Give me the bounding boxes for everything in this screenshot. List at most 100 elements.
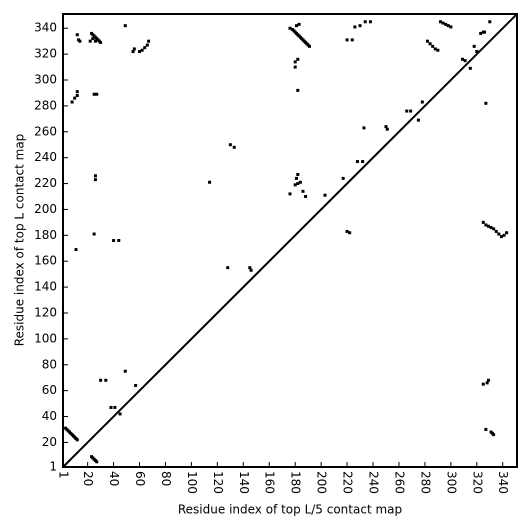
contact-point xyxy=(468,66,472,70)
y-tick-label: 40 xyxy=(42,409,57,423)
x-tick-label: 20 xyxy=(81,471,95,486)
contact-point xyxy=(112,239,116,242)
y-tick-label: 240 xyxy=(34,150,57,164)
contact-point xyxy=(145,43,149,47)
contact-point xyxy=(441,21,445,25)
x-tick-label: 1 xyxy=(57,471,71,479)
x-tick-label: 180 xyxy=(289,471,303,494)
contact-point xyxy=(143,46,147,50)
contact-point xyxy=(297,22,301,26)
x-tick-label: 160 xyxy=(263,471,277,494)
contact-point xyxy=(294,24,298,28)
contact-point xyxy=(92,232,96,236)
contact-point xyxy=(362,126,366,130)
contact-point xyxy=(73,96,77,100)
contact-point xyxy=(226,266,230,270)
x-tick-label: 260 xyxy=(392,471,406,494)
x-tick-label: 140 xyxy=(237,471,251,494)
contact-point xyxy=(499,235,503,239)
contact-point xyxy=(99,40,103,44)
contact-point xyxy=(294,176,298,180)
contact-point xyxy=(134,383,138,387)
x-tick-label: 200 xyxy=(315,471,329,494)
y-tick-label: 1 xyxy=(49,460,57,474)
contact-point xyxy=(117,239,121,242)
y-tick-label: 320 xyxy=(34,47,57,61)
contact-point xyxy=(138,50,142,54)
contact-point xyxy=(93,174,97,178)
contact-point xyxy=(416,118,420,122)
y-tick-label: 300 xyxy=(34,73,57,87)
contact-point xyxy=(248,266,252,270)
contact-point xyxy=(288,192,292,196)
contact-point xyxy=(75,90,79,94)
contact-point xyxy=(293,65,297,69)
contact-point xyxy=(353,25,357,29)
x-tick-label: 340 xyxy=(496,471,510,494)
contact-point xyxy=(298,180,302,184)
contact-point xyxy=(488,20,492,24)
contact-point xyxy=(461,57,465,61)
contact-point xyxy=(438,20,442,24)
contact-point xyxy=(93,39,97,43)
contact-point xyxy=(301,189,305,193)
contact-point xyxy=(228,143,232,147)
contact-point xyxy=(492,227,496,231)
y-tick-label: 280 xyxy=(34,98,57,112)
contact-point xyxy=(345,229,349,233)
contact-point xyxy=(505,231,509,235)
y-tick-label: 20 xyxy=(42,435,57,449)
contact-point xyxy=(75,94,79,98)
contact-point xyxy=(132,47,136,51)
contact-point xyxy=(449,25,453,29)
x-tick-label: 100 xyxy=(185,471,199,494)
contact-point xyxy=(481,220,485,224)
y-tick-label: 80 xyxy=(42,357,57,371)
contact-point xyxy=(497,232,501,236)
contact-point xyxy=(436,48,440,52)
x-tick-label: 40 xyxy=(107,471,121,486)
diagonal xyxy=(62,13,518,468)
contact-point xyxy=(323,193,327,197)
contact-point xyxy=(296,57,300,61)
contact-point xyxy=(433,47,437,51)
contact-point xyxy=(232,145,236,149)
contact-point xyxy=(486,224,490,228)
contact-point xyxy=(483,30,487,34)
contact-point xyxy=(463,59,467,63)
y-tick-label: 260 xyxy=(34,124,57,138)
contact-point xyxy=(431,44,435,48)
contact-point xyxy=(293,60,297,64)
contact-point xyxy=(358,24,362,28)
x-tick-label: 80 xyxy=(159,471,173,486)
contact-point xyxy=(485,381,489,385)
contact-point xyxy=(475,50,479,54)
y-tick-label: 60 xyxy=(42,383,57,397)
contact-point xyxy=(75,438,79,442)
contact-point xyxy=(88,39,92,43)
contact-point xyxy=(208,180,212,184)
contact-point xyxy=(350,38,354,42)
contact-point xyxy=(91,37,95,41)
contact-point xyxy=(147,39,151,43)
contact-point xyxy=(489,226,493,230)
contact-point xyxy=(95,92,99,96)
y-tick-label: 140 xyxy=(34,280,57,294)
contact-point xyxy=(341,176,345,180)
contact-point xyxy=(296,182,300,186)
contact-point xyxy=(78,39,82,43)
contact-point xyxy=(481,382,485,386)
contact-point xyxy=(93,178,97,182)
contact-point xyxy=(409,109,413,113)
contact-point xyxy=(428,42,432,46)
contact-point xyxy=(494,229,498,233)
y-tick-label: 160 xyxy=(34,254,57,268)
contact-point xyxy=(123,24,127,28)
contact-point xyxy=(425,39,429,43)
contact-point xyxy=(345,38,349,42)
contact-point xyxy=(109,405,113,409)
y-tick-label: 340 xyxy=(34,21,57,35)
contact-point xyxy=(99,378,103,382)
x-axis-label: Residue index of top L/5 contact map xyxy=(178,503,402,517)
